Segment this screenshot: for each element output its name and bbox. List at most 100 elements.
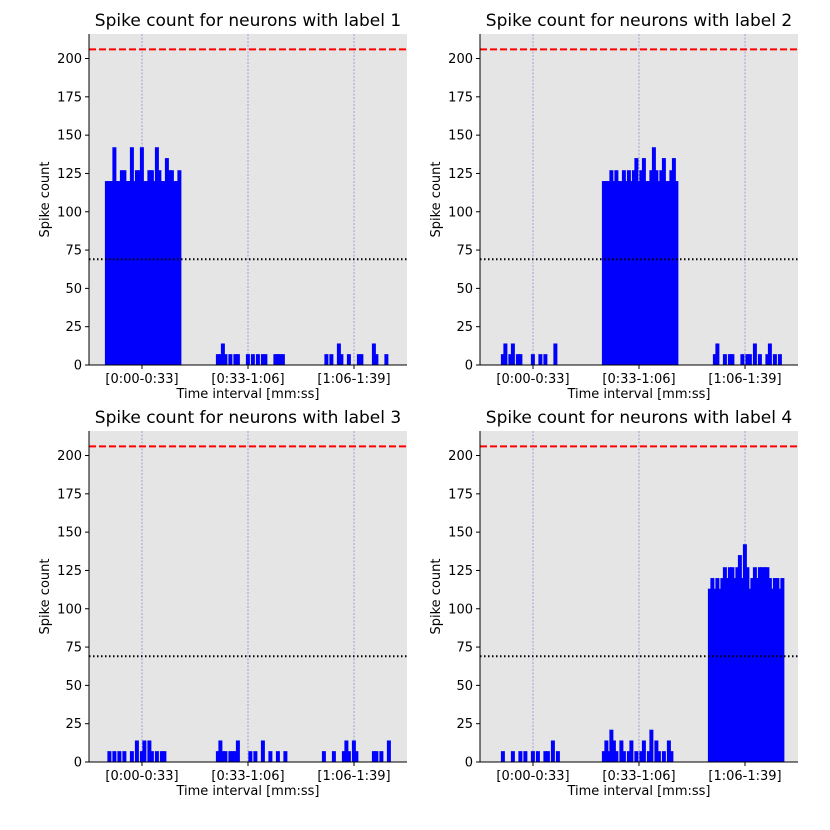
bar (543, 354, 548, 366)
bar (530, 354, 535, 366)
bar (629, 740, 634, 763)
bar (379, 751, 384, 763)
bar (614, 751, 619, 763)
y-tick-label: 0 (465, 756, 473, 771)
y-tick-label: 0 (74, 756, 82, 771)
bar (535, 751, 540, 763)
y-tick-label: 25 (456, 717, 473, 732)
bar (752, 343, 757, 366)
y-tick-label: 150 (57, 526, 82, 541)
bar (129, 751, 134, 763)
chart-panel-4: 0 25 50 75 100 125 150 175 200 [0:00-0:33] [0:33-1… (429, 408, 798, 799)
y-tick-label: 175 (448, 90, 473, 105)
bar (268, 751, 273, 763)
x-tick-label: [0:00-0:33] (105, 372, 178, 387)
y-tick-label: 200 (448, 52, 473, 67)
bar (722, 354, 727, 366)
bar (339, 354, 344, 366)
bar (359, 354, 364, 366)
y-tick-label: 150 (448, 129, 473, 144)
bar (228, 354, 233, 366)
chart-title: Spike count for neurons with label 4 (486, 408, 792, 428)
bar (346, 354, 351, 366)
bar (545, 751, 550, 763)
y-tick-label: 125 (448, 564, 473, 579)
y-tick-label: 175 (57, 90, 82, 105)
y-tick-label: 200 (57, 449, 82, 464)
bar (235, 740, 240, 763)
bar (329, 354, 334, 366)
x-tick-label: [0:33-1:06] (211, 372, 284, 387)
bar (641, 740, 646, 763)
bar (248, 751, 253, 763)
bar (550, 740, 555, 763)
y-tick-label: 100 (57, 205, 82, 220)
bar (747, 354, 752, 366)
bar (250, 354, 255, 366)
y-tick-label: 75 (65, 244, 82, 259)
x-tick-label: [1:06-1:39] (317, 769, 390, 784)
bar (117, 751, 122, 763)
chart-panel-3: 0 25 50 75 100 125 150 175 200 [0:00-0:33] [0:33-1… (38, 408, 407, 799)
bar (245, 354, 250, 366)
bar (674, 181, 679, 366)
y-tick-label: 150 (57, 129, 82, 144)
bar (386, 740, 391, 763)
y-tick-label: 75 (65, 641, 82, 656)
y-axis-label: Spike count (429, 559, 444, 635)
bar (149, 751, 154, 763)
bar (223, 354, 228, 366)
y-tick-label: 75 (456, 244, 473, 259)
bar (321, 751, 326, 763)
bar (255, 354, 260, 366)
bar (518, 751, 523, 763)
y-tick-label: 100 (57, 602, 82, 617)
bar (107, 751, 112, 763)
y-tick-label: 0 (74, 359, 82, 374)
bar (354, 751, 359, 763)
chart-title: Spike count for neurons with label 3 (95, 408, 401, 428)
bar (112, 751, 117, 763)
bar (634, 751, 639, 763)
chart-panel-1: 0 25 50 75 100 125 150 175 200 [0:00-0:33] [0:33-1… (38, 11, 407, 402)
bar (523, 751, 528, 763)
bar (142, 740, 147, 763)
bar (346, 751, 351, 763)
bar (324, 354, 329, 366)
bar (260, 740, 265, 763)
y-axis-label: Spike count (38, 162, 53, 238)
x-tick-label: [0:00-0:33] (496, 372, 569, 387)
bar (661, 751, 666, 763)
x-tick-label: [0:33-1:06] (602, 769, 675, 784)
bar (384, 354, 389, 366)
bar (510, 343, 515, 366)
bar (331, 751, 336, 763)
x-axis-label: Time interval [mm:ss] (175, 387, 319, 402)
y-axis-label: Spike count (38, 559, 53, 635)
y-tick-label: 125 (448, 167, 473, 182)
bar (555, 751, 560, 763)
bar (621, 751, 626, 763)
x-tick-label: [0:00-0:33] (496, 769, 569, 784)
bar (503, 343, 508, 366)
y-tick-label: 75 (456, 641, 473, 656)
y-tick-label: 125 (57, 564, 82, 579)
y-tick-label: 125 (57, 167, 82, 182)
y-axis-label: Spike count (429, 162, 444, 238)
y-tick-label: 25 (456, 320, 473, 335)
chart-title: Spike count for neurons with label 1 (95, 11, 401, 31)
x-tick-label: [1:06-1:39] (708, 372, 781, 387)
y-tick-label: 50 (456, 282, 473, 297)
bar (669, 751, 674, 763)
y-tick-label: 50 (65, 282, 82, 297)
bar (538, 354, 543, 366)
bar (649, 729, 654, 763)
y-tick-label: 25 (65, 320, 82, 335)
y-tick-label: 200 (448, 449, 473, 464)
x-tick-label: [1:06-1:39] (708, 769, 781, 784)
y-tick-label: 50 (65, 679, 82, 694)
bar (154, 751, 159, 763)
bar (134, 740, 139, 763)
y-tick-label: 200 (57, 52, 82, 67)
bar (283, 751, 288, 763)
